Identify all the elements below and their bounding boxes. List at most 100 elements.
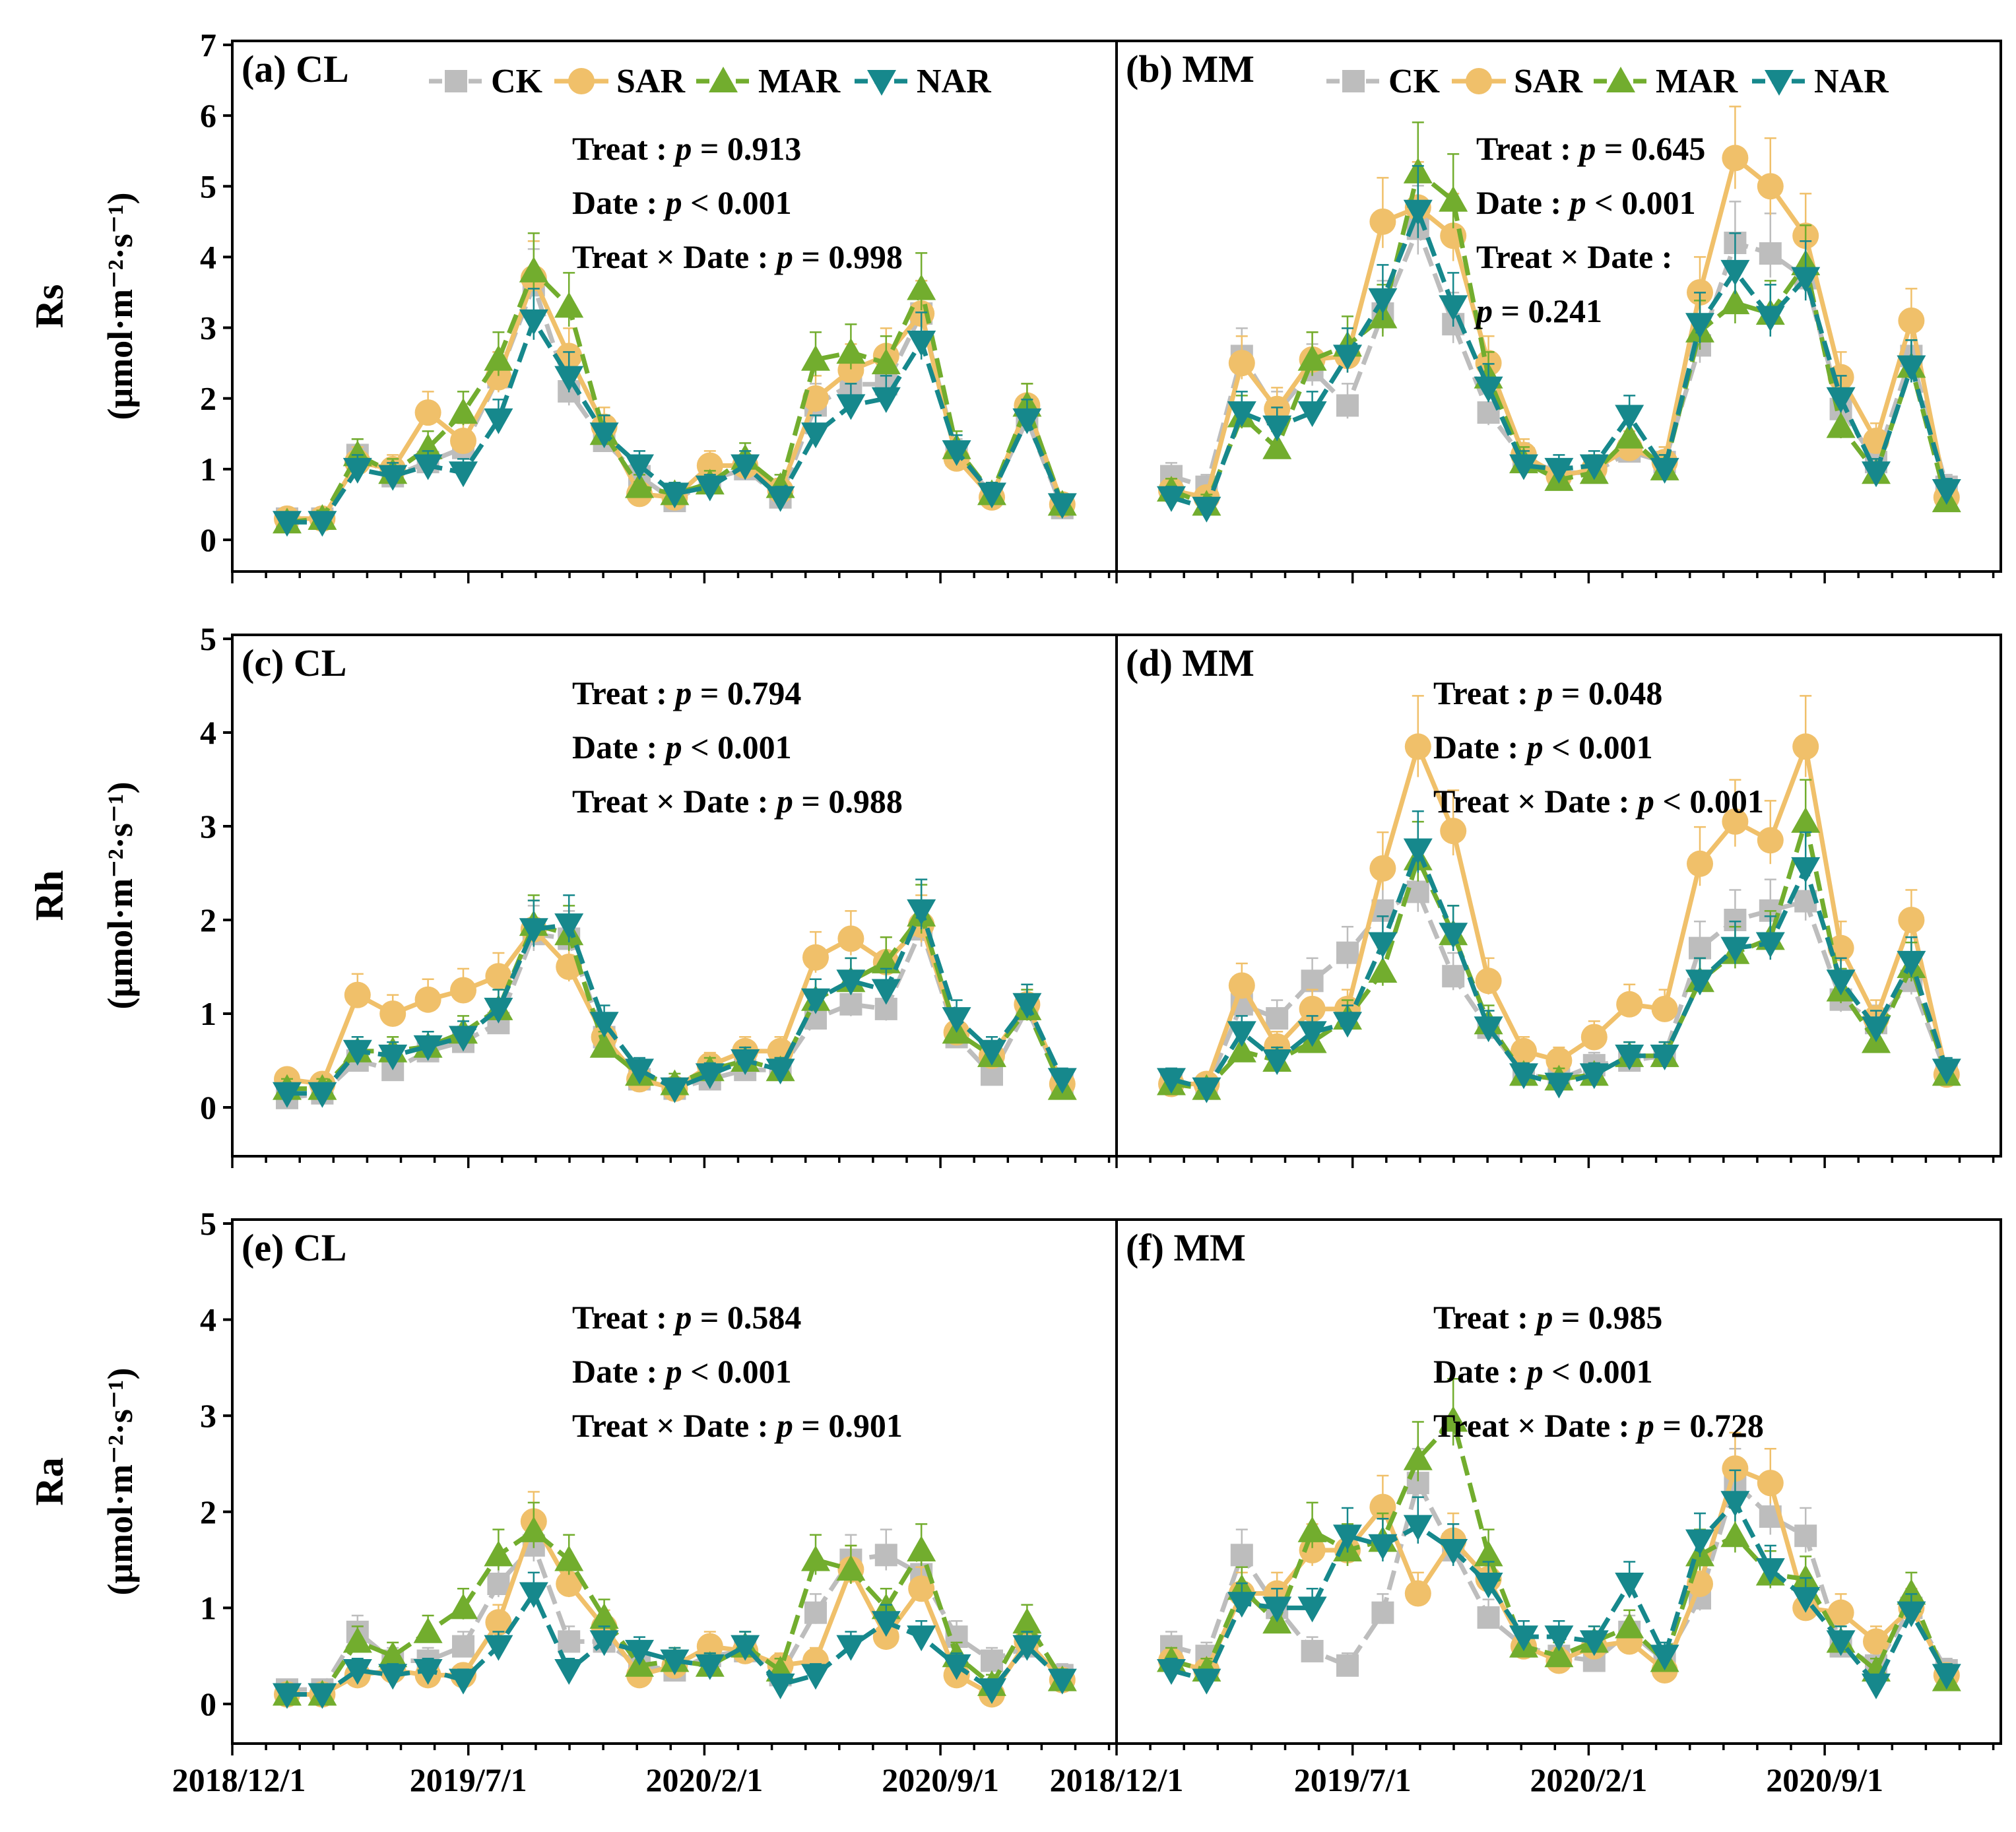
data-point — [836, 969, 866, 996]
panel-frame — [1115, 1218, 2002, 1745]
data-point — [308, 1082, 337, 1108]
data-point — [1615, 422, 1644, 449]
data-point — [273, 1683, 302, 1709]
stat-line: p = 0.241 — [1474, 292, 1602, 329]
data-point — [731, 1635, 760, 1661]
legend-label: MAR — [1656, 63, 1739, 100]
data-point — [452, 1635, 474, 1658]
data-point — [907, 899, 936, 925]
data-point — [342, 1627, 372, 1653]
data-point — [484, 344, 513, 371]
y-tick-label: 2 — [200, 901, 216, 938]
legend-marker — [1765, 70, 1794, 96]
data-point — [1615, 1573, 1644, 1598]
data-point — [1192, 1668, 1221, 1695]
data-point — [731, 454, 760, 480]
data-point — [1157, 1659, 1186, 1685]
legend-marker — [1466, 68, 1492, 94]
series-NAR — [273, 288, 1077, 537]
data-point — [1474, 1540, 1503, 1567]
legend-label: NAR — [1814, 63, 1889, 100]
data-point — [907, 274, 936, 300]
data-point — [273, 1082, 302, 1108]
panel-label: (c) CL — [242, 641, 346, 684]
data-point — [273, 511, 302, 537]
data-point — [1230, 1544, 1253, 1567]
data-point — [1827, 1599, 1854, 1626]
data-point — [342, 1659, 372, 1685]
data-point — [1509, 1625, 1538, 1652]
data-point — [1545, 1047, 1573, 1074]
legend-label: NAR — [917, 63, 992, 100]
stat-line: Treat : p = 0.048 — [1433, 674, 1662, 711]
data-point — [1687, 850, 1713, 877]
data-point — [554, 1545, 584, 1571]
data-point — [1227, 1592, 1256, 1618]
data-point — [1157, 1068, 1186, 1094]
data-point — [1371, 1601, 1394, 1624]
data-point — [871, 947, 901, 973]
legend-label: CK — [1388, 63, 1441, 100]
data-point — [1369, 855, 1396, 882]
data-point — [1755, 932, 1785, 958]
data-point — [589, 1602, 619, 1629]
data-point — [308, 1683, 337, 1709]
data-point — [450, 428, 476, 454]
series-line — [287, 315, 1065, 525]
data-point — [1685, 969, 1714, 996]
data-point — [1369, 1493, 1396, 1521]
data-point — [378, 1044, 408, 1070]
data-point — [1755, 1558, 1785, 1585]
data-point — [414, 399, 441, 426]
data-point — [1826, 969, 1856, 996]
data-point — [1440, 818, 1467, 845]
data-point — [1794, 1524, 1817, 1548]
data-point — [1262, 415, 1292, 442]
data-point — [1897, 1601, 1926, 1627]
data-point — [484, 1540, 513, 1567]
stat-line: Date : p < 0.001 — [572, 1353, 792, 1390]
data-point — [942, 1007, 971, 1033]
data-point — [801, 1664, 830, 1690]
data-point — [449, 398, 478, 424]
data-point — [378, 1664, 408, 1690]
y-axis-label: Rs — [28, 284, 71, 329]
series-line — [1171, 820, 1949, 1092]
data-point — [1651, 995, 1678, 1022]
stat-line: Date : p < 0.001 — [1433, 1353, 1653, 1390]
legend-label: SAR — [616, 63, 686, 100]
data-point — [1897, 355, 1926, 381]
data-point — [413, 454, 443, 480]
data-point — [484, 997, 513, 1024]
y-tick-label: 3 — [200, 808, 216, 845]
data-point — [1297, 401, 1327, 428]
data-point — [1406, 880, 1429, 903]
data-point — [1650, 457, 1679, 484]
data-point — [871, 348, 901, 375]
data-point — [1544, 1625, 1574, 1652]
stat-line: Treat : p = 0.913 — [572, 130, 801, 167]
data-point — [1826, 387, 1856, 413]
data-point — [1228, 350, 1255, 377]
data-point — [1722, 1455, 1749, 1482]
data-point — [1579, 1063, 1609, 1090]
data-point — [1301, 969, 1324, 993]
series-NAR — [1157, 1469, 1961, 1699]
data-point — [519, 256, 548, 282]
y-axis-label: Rh — [28, 870, 71, 921]
data-point — [801, 344, 830, 371]
data-point — [1862, 461, 1891, 488]
data-point — [1012, 1608, 1042, 1634]
stat-line: Treat × Date : — [1476, 238, 1672, 275]
data-point — [414, 986, 441, 1013]
data-point — [625, 1059, 654, 1085]
data-point — [1759, 242, 1782, 265]
y-tick-label: 3 — [200, 310, 216, 346]
x-tick-label: 2020/9/1 — [882, 1761, 999, 1798]
data-point — [1720, 936, 1750, 963]
data-point — [1720, 1521, 1750, 1548]
data-point — [1227, 1021, 1256, 1047]
data-point — [1615, 405, 1644, 431]
data-point — [801, 988, 830, 1014]
y-tick-label: 1 — [200, 1589, 216, 1626]
